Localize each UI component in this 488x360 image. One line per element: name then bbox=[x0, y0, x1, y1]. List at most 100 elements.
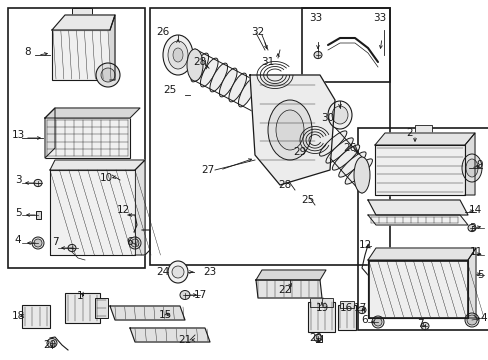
Bar bbox=[72, 8, 92, 20]
Bar bbox=[468, 271, 473, 279]
Text: 20: 20 bbox=[43, 340, 57, 350]
Text: 26: 26 bbox=[156, 27, 169, 37]
Bar bbox=[357, 128, 488, 330]
Text: 13: 13 bbox=[11, 130, 24, 140]
Ellipse shape bbox=[238, 78, 256, 107]
Text: 20: 20 bbox=[309, 333, 322, 343]
Ellipse shape bbox=[32, 237, 44, 249]
Text: 3: 3 bbox=[468, 223, 474, 233]
Bar bbox=[8, 8, 145, 268]
Polygon shape bbox=[45, 108, 55, 158]
Ellipse shape bbox=[47, 338, 57, 347]
Ellipse shape bbox=[338, 152, 366, 177]
Ellipse shape bbox=[353, 157, 369, 193]
Bar bbox=[52, 30, 110, 80]
Text: 28: 28 bbox=[278, 180, 291, 190]
Ellipse shape bbox=[332, 145, 359, 170]
Text: 14: 14 bbox=[468, 205, 481, 215]
Text: 25: 25 bbox=[163, 85, 176, 95]
Bar bbox=[307, 302, 334, 332]
Text: 29: 29 bbox=[293, 147, 306, 157]
Text: 6: 6 bbox=[126, 237, 133, 247]
Text: 33: 33 bbox=[309, 13, 322, 23]
Text: 12: 12 bbox=[116, 205, 129, 215]
Bar bbox=[414, 125, 431, 136]
Bar bbox=[468, 251, 474, 260]
Text: 7: 7 bbox=[52, 237, 58, 247]
Polygon shape bbox=[249, 75, 334, 185]
Text: 5: 5 bbox=[477, 270, 483, 280]
Polygon shape bbox=[367, 248, 475, 260]
Ellipse shape bbox=[467, 224, 475, 231]
Polygon shape bbox=[374, 133, 474, 145]
Bar bbox=[50, 170, 135, 255]
Ellipse shape bbox=[96, 63, 120, 87]
Bar bbox=[339, 301, 353, 308]
Text: 24: 24 bbox=[156, 267, 169, 277]
Ellipse shape bbox=[313, 334, 321, 342]
Ellipse shape bbox=[190, 53, 208, 82]
Ellipse shape bbox=[180, 291, 190, 300]
Polygon shape bbox=[467, 248, 475, 318]
Text: 25: 25 bbox=[301, 195, 314, 205]
Ellipse shape bbox=[219, 68, 237, 97]
Text: 21: 21 bbox=[178, 335, 191, 345]
Ellipse shape bbox=[319, 131, 346, 156]
Ellipse shape bbox=[345, 159, 372, 184]
Bar bbox=[95, 298, 108, 318]
Ellipse shape bbox=[209, 63, 227, 92]
Ellipse shape bbox=[163, 35, 193, 75]
Ellipse shape bbox=[34, 239, 42, 247]
Ellipse shape bbox=[325, 138, 352, 163]
Text: 27: 27 bbox=[201, 165, 214, 175]
Ellipse shape bbox=[371, 316, 383, 328]
Bar bbox=[45, 118, 130, 158]
Bar bbox=[22, 305, 50, 328]
Text: 8: 8 bbox=[24, 47, 31, 57]
Polygon shape bbox=[50, 160, 145, 170]
Ellipse shape bbox=[461, 154, 481, 182]
Text: 17: 17 bbox=[193, 290, 206, 300]
Polygon shape bbox=[374, 145, 464, 195]
Ellipse shape bbox=[327, 101, 351, 129]
Ellipse shape bbox=[168, 41, 187, 69]
Ellipse shape bbox=[186, 49, 203, 81]
Text: 4: 4 bbox=[15, 235, 21, 245]
Ellipse shape bbox=[129, 237, 141, 249]
Ellipse shape bbox=[373, 318, 381, 326]
Text: 28: 28 bbox=[193, 57, 206, 67]
Text: 26: 26 bbox=[343, 143, 356, 153]
Polygon shape bbox=[135, 160, 145, 255]
Polygon shape bbox=[256, 280, 321, 298]
Text: 22: 22 bbox=[278, 285, 291, 295]
Polygon shape bbox=[110, 15, 115, 80]
Text: 23: 23 bbox=[203, 267, 216, 277]
Ellipse shape bbox=[101, 68, 115, 82]
Polygon shape bbox=[464, 133, 474, 195]
Ellipse shape bbox=[168, 261, 187, 283]
Text: 9: 9 bbox=[476, 160, 482, 170]
Text: 4: 4 bbox=[480, 313, 487, 323]
Polygon shape bbox=[52, 15, 115, 30]
Ellipse shape bbox=[34, 179, 42, 186]
Polygon shape bbox=[367, 260, 467, 318]
Ellipse shape bbox=[313, 51, 321, 59]
Text: 3: 3 bbox=[15, 175, 21, 185]
Text: 30: 30 bbox=[321, 113, 334, 123]
Polygon shape bbox=[130, 328, 209, 342]
Ellipse shape bbox=[267, 100, 311, 160]
Text: 2: 2 bbox=[406, 128, 412, 138]
Ellipse shape bbox=[357, 306, 365, 314]
Ellipse shape bbox=[331, 106, 347, 124]
Text: 10: 10 bbox=[99, 173, 112, 183]
Bar bbox=[337, 305, 355, 330]
Text: 33: 33 bbox=[373, 13, 386, 23]
Ellipse shape bbox=[466, 315, 476, 325]
Text: 31: 31 bbox=[261, 57, 274, 67]
Ellipse shape bbox=[464, 313, 478, 327]
Ellipse shape bbox=[228, 73, 246, 102]
Ellipse shape bbox=[275, 110, 304, 150]
Text: 6: 6 bbox=[361, 315, 367, 325]
Text: 19: 19 bbox=[315, 303, 328, 313]
Ellipse shape bbox=[172, 266, 183, 278]
